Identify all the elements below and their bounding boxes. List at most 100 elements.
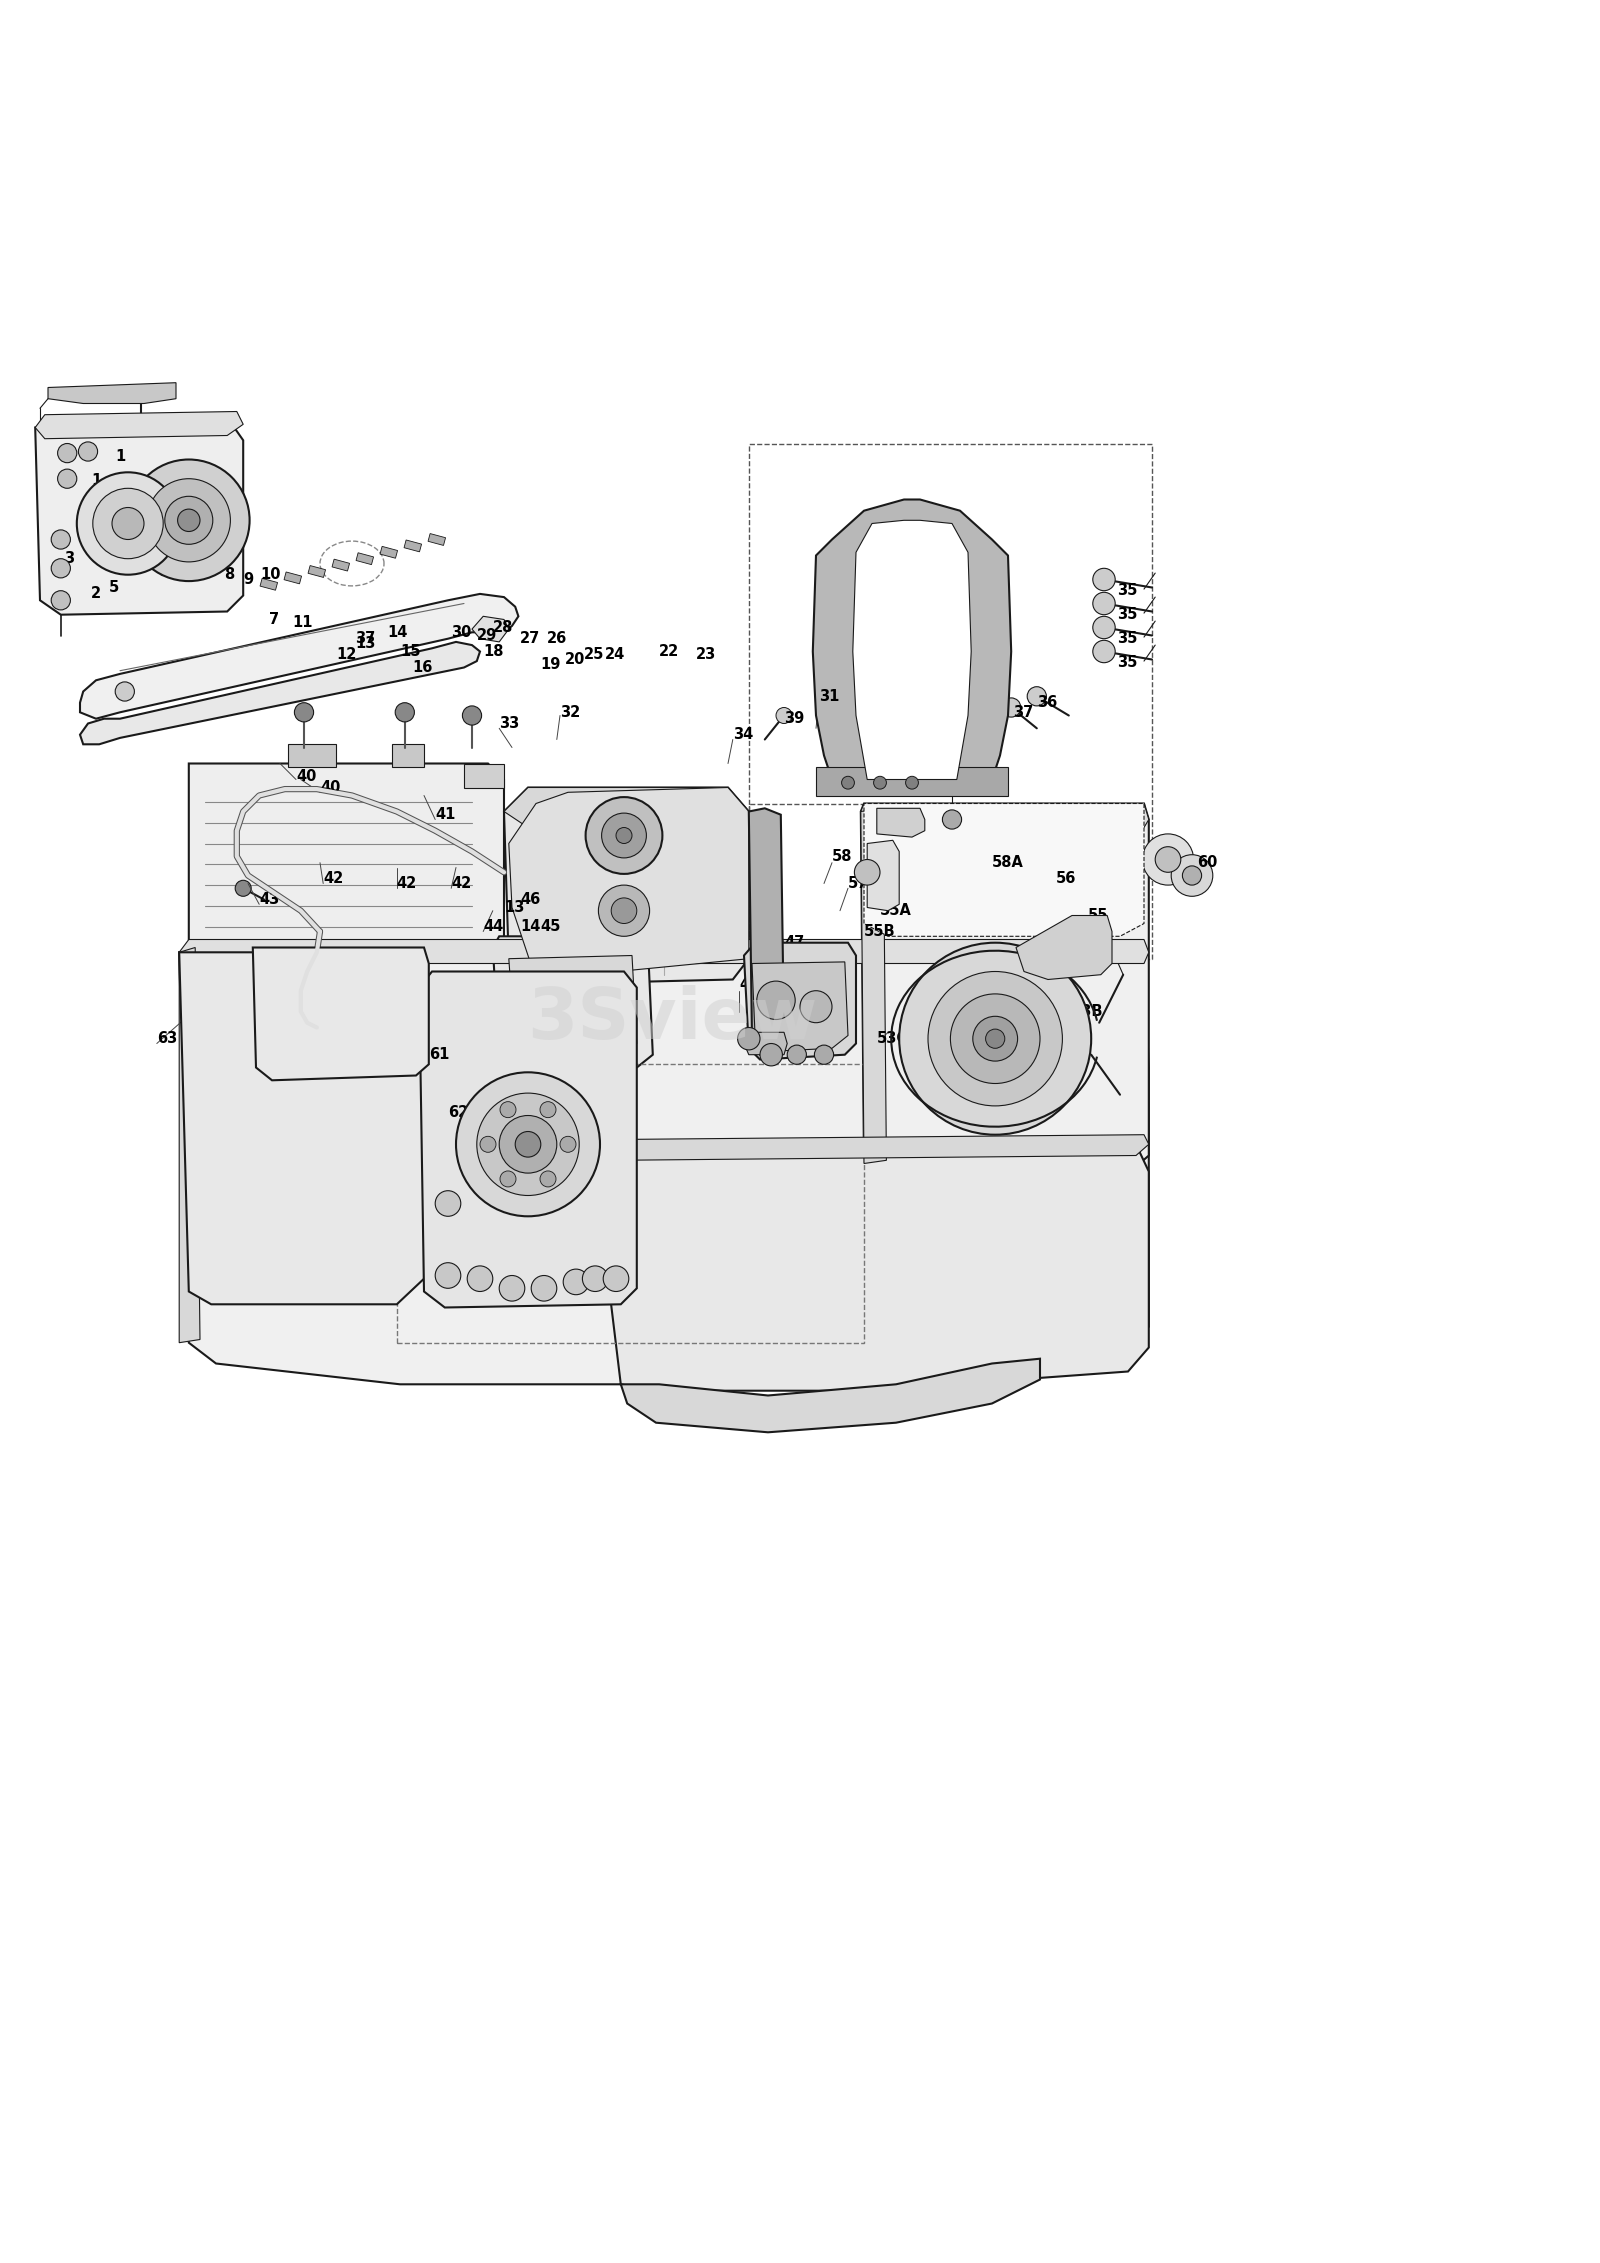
Circle shape [112, 507, 144, 539]
Circle shape [456, 1073, 600, 1215]
Text: 53: 53 [992, 1009, 1013, 1023]
Text: 37: 37 [355, 631, 376, 647]
Circle shape [800, 991, 832, 1023]
Text: 25: 25 [584, 647, 605, 663]
Circle shape [128, 459, 250, 582]
Text: 59: 59 [992, 1073, 1013, 1089]
Polygon shape [357, 552, 373, 566]
Circle shape [899, 944, 1091, 1134]
Circle shape [1093, 616, 1115, 638]
Circle shape [51, 591, 70, 611]
Polygon shape [179, 953, 424, 1303]
Circle shape [395, 704, 414, 722]
Polygon shape [504, 788, 749, 828]
Circle shape [51, 530, 70, 550]
Polygon shape [752, 962, 848, 1052]
Text: 35: 35 [1117, 584, 1138, 597]
Text: 18: 18 [483, 645, 504, 659]
Circle shape [499, 1276, 525, 1301]
Text: 53B: 53B [1072, 1005, 1104, 1018]
Circle shape [315, 1036, 331, 1052]
Text: 23: 23 [696, 647, 717, 663]
Text: 58: 58 [832, 849, 853, 864]
Text: 2: 2 [91, 586, 101, 602]
Polygon shape [877, 808, 925, 837]
Polygon shape [504, 788, 749, 984]
Circle shape [854, 860, 880, 885]
Circle shape [885, 711, 901, 726]
Circle shape [1182, 867, 1202, 885]
Circle shape [499, 1170, 515, 1186]
Polygon shape [744, 944, 856, 1059]
Polygon shape [309, 566, 325, 577]
Circle shape [906, 776, 918, 790]
Circle shape [842, 776, 854, 790]
Text: 4: 4 [120, 552, 130, 566]
Circle shape [435, 1263, 461, 1288]
Text: 36: 36 [1037, 695, 1058, 711]
Circle shape [787, 1046, 806, 1064]
Circle shape [757, 982, 795, 1021]
Text: 7: 7 [269, 611, 278, 627]
Circle shape [499, 1116, 557, 1172]
Polygon shape [621, 1358, 1040, 1432]
Circle shape [541, 1170, 557, 1186]
Polygon shape [744, 1032, 787, 1055]
Circle shape [147, 480, 230, 561]
Text: 3: 3 [64, 552, 74, 566]
Circle shape [77, 473, 179, 575]
Text: 30: 30 [451, 625, 472, 640]
Text: 34: 34 [733, 726, 754, 742]
Circle shape [235, 880, 251, 896]
Circle shape [499, 1102, 515, 1118]
Text: 33: 33 [499, 715, 520, 731]
Polygon shape [472, 616, 509, 643]
Text: 48: 48 [755, 950, 776, 966]
Text: 47: 47 [784, 935, 805, 950]
Circle shape [1093, 568, 1115, 591]
Circle shape [776, 708, 792, 724]
Circle shape [928, 971, 1062, 1107]
Text: 20: 20 [565, 652, 586, 668]
Polygon shape [813, 500, 1011, 788]
Circle shape [541, 1102, 557, 1118]
Polygon shape [867, 840, 899, 910]
Text: 39: 39 [784, 711, 805, 726]
Text: 63: 63 [157, 1032, 178, 1046]
Circle shape [165, 496, 213, 545]
Text: 45: 45 [541, 919, 562, 935]
Polygon shape [816, 767, 1008, 797]
Polygon shape [608, 1145, 1149, 1392]
Text: 55B: 55B [864, 923, 896, 939]
Polygon shape [189, 763, 504, 953]
Circle shape [126, 430, 155, 457]
Text: 16: 16 [413, 661, 434, 674]
Text: 53A: 53A [1040, 962, 1072, 975]
Text: 1: 1 [91, 505, 101, 520]
Text: 51: 51 [797, 1021, 818, 1034]
Text: 32: 32 [560, 704, 581, 720]
Polygon shape [853, 520, 971, 778]
Text: 42: 42 [323, 871, 344, 887]
Circle shape [586, 797, 662, 874]
Circle shape [598, 885, 650, 937]
Text: 27: 27 [520, 631, 541, 647]
Polygon shape [493, 937, 653, 1070]
Circle shape [616, 828, 632, 844]
Polygon shape [80, 643, 480, 745]
Polygon shape [464, 763, 504, 788]
Circle shape [986, 1030, 1005, 1048]
Text: 11: 11 [293, 616, 314, 629]
Circle shape [58, 468, 77, 489]
Polygon shape [861, 803, 1149, 1172]
Circle shape [58, 444, 77, 462]
Polygon shape [381, 545, 397, 559]
Polygon shape [608, 1134, 1149, 1161]
Polygon shape [509, 788, 749, 980]
Polygon shape [48, 382, 176, 403]
Text: 14: 14 [520, 919, 541, 935]
Text: 43: 43 [259, 892, 280, 907]
Text: 61: 61 [429, 1048, 450, 1061]
Circle shape [515, 1132, 541, 1156]
Circle shape [477, 1093, 579, 1195]
